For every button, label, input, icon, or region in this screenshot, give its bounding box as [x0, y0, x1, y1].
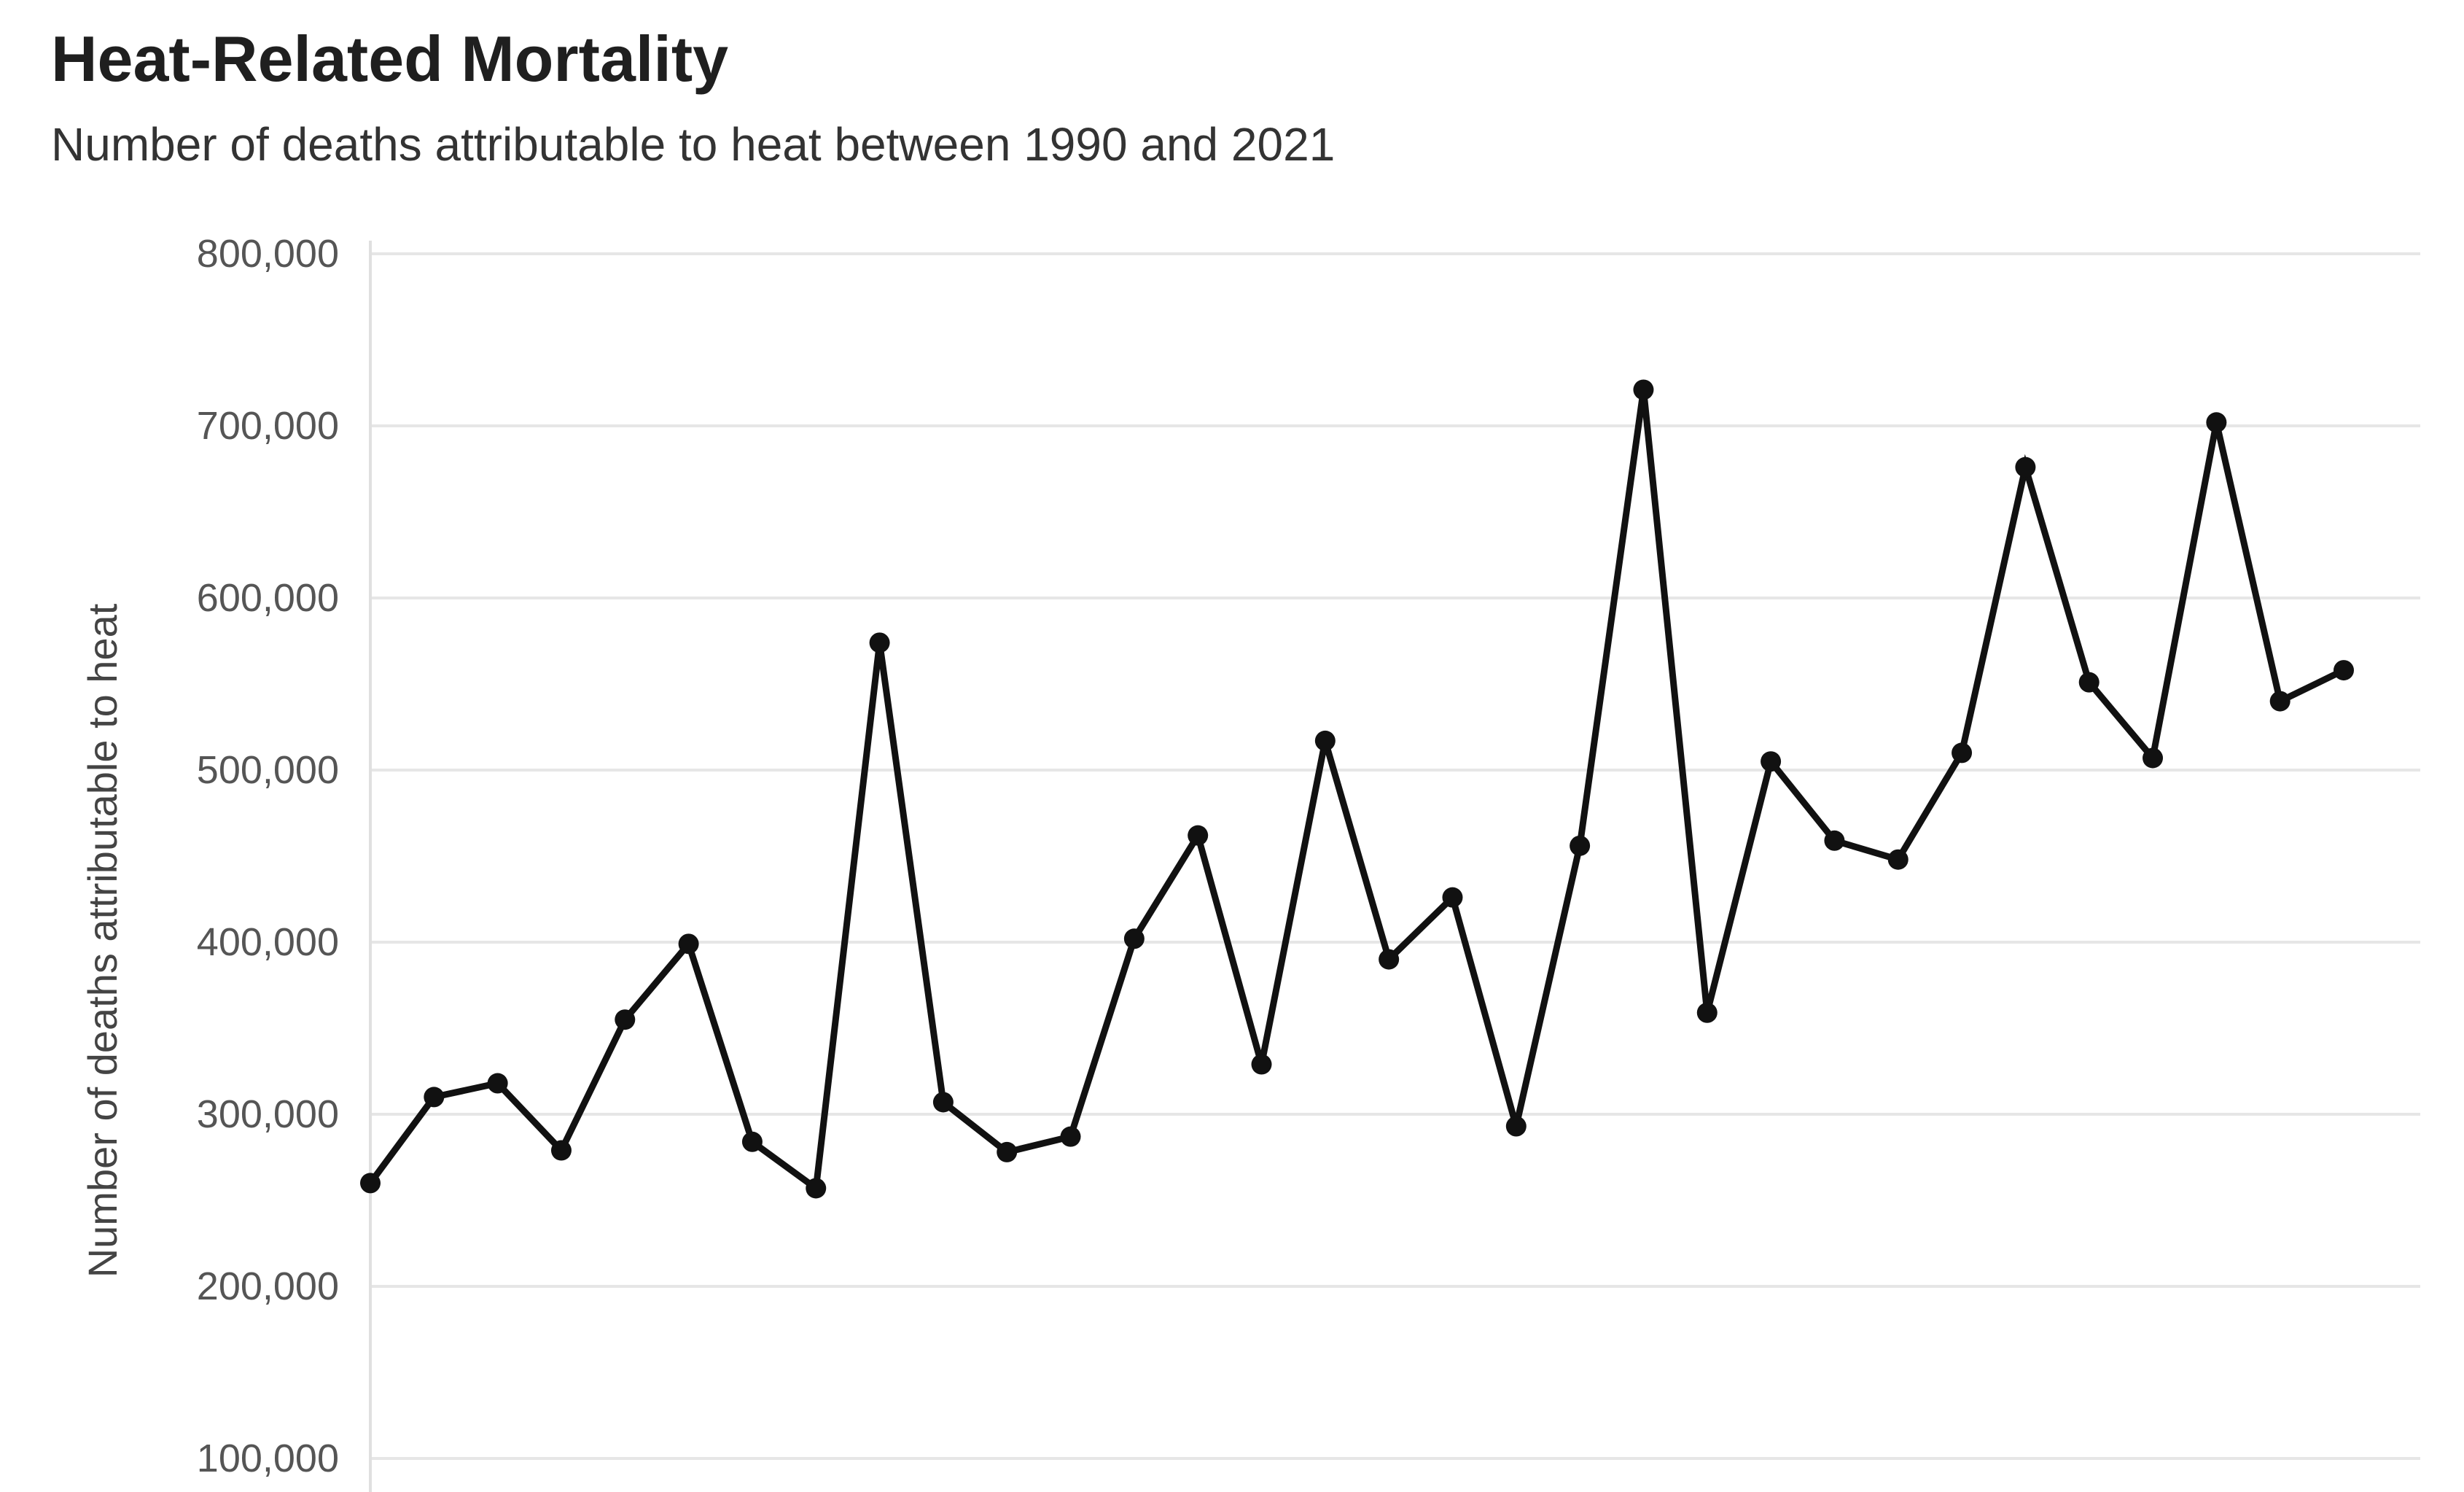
data-point-2010[interactable]	[1633, 379, 1654, 400]
data-point-1994[interactable]	[615, 1009, 636, 1030]
data-point-2013[interactable]	[1824, 830, 1845, 851]
data-point-1997[interactable]	[806, 1178, 827, 1199]
y-tick-label: 400,000	[197, 920, 339, 964]
series-line-heat-deaths	[367, 389, 2345, 1194]
data-points	[360, 379, 2354, 1199]
data-point-2017[interactable]	[2078, 672, 2100, 693]
data-point-2006[interactable]	[1379, 949, 1400, 970]
y-tick-label: 200,000	[197, 1264, 339, 1308]
y-tick-label: 800,000	[197, 232, 339, 276]
data-point-2008[interactable]	[1505, 1116, 1527, 1137]
data-point-2005[interactable]	[1314, 730, 1336, 751]
data-point-2009[interactable]	[1570, 835, 1591, 856]
data-point-1991[interactable]	[424, 1087, 445, 1108]
y-tick-label: 600,000	[197, 576, 339, 620]
data-point-1998[interactable]	[869, 632, 890, 653]
y-tick-labels: 100,000 200,000 300,000 400,000 500,000 600,0…	[197, 232, 339, 1480]
data-point-2020[interactable]	[2269, 691, 2290, 712]
data-point-2003[interactable]	[1188, 825, 1209, 846]
y-tick-label: 300,000	[197, 1092, 339, 1136]
y-tick-label: 700,000	[197, 404, 339, 448]
data-point-2016[interactable]	[2015, 456, 2036, 478]
data-point-1992[interactable]	[487, 1073, 508, 1094]
data-point-2000[interactable]	[997, 1141, 1018, 1162]
data-point-2014[interactable]	[1887, 849, 1909, 870]
y-tick-label: 500,000	[197, 748, 339, 792]
data-point-2007[interactable]	[1442, 887, 1463, 908]
data-point-1990[interactable]	[360, 1173, 381, 1194]
data-point-2011[interactable]	[1696, 1002, 1718, 1023]
gridlines	[370, 252, 2420, 1460]
data-point-1995[interactable]	[678, 933, 699, 955]
data-point-2018[interactable]	[2143, 747, 2164, 769]
data-point-2019[interactable]	[2206, 412, 2227, 433]
y-axis-title: Number of deaths attributable to heat	[79, 603, 125, 1278]
data-point-1999[interactable]	[932, 1092, 954, 1113]
data-point-2012[interactable]	[1761, 751, 1782, 772]
data-point-1993[interactable]	[550, 1140, 572, 1161]
chart-title: Heat-Related Mortality	[51, 23, 729, 95]
data-point-2021[interactable]	[2334, 660, 2354, 681]
y-tick-label: 100,000	[197, 1437, 339, 1480]
chart-subtitle: Number of deaths attributable to heat be…	[51, 118, 1336, 171]
data-point-2015[interactable]	[1952, 742, 1973, 764]
data-point-1996[interactable]	[741, 1131, 763, 1152]
data-point-2002[interactable]	[1123, 928, 1145, 949]
data-point-2001[interactable]	[1060, 1126, 1081, 1147]
data-point-2004[interactable]	[1251, 1054, 1272, 1075]
